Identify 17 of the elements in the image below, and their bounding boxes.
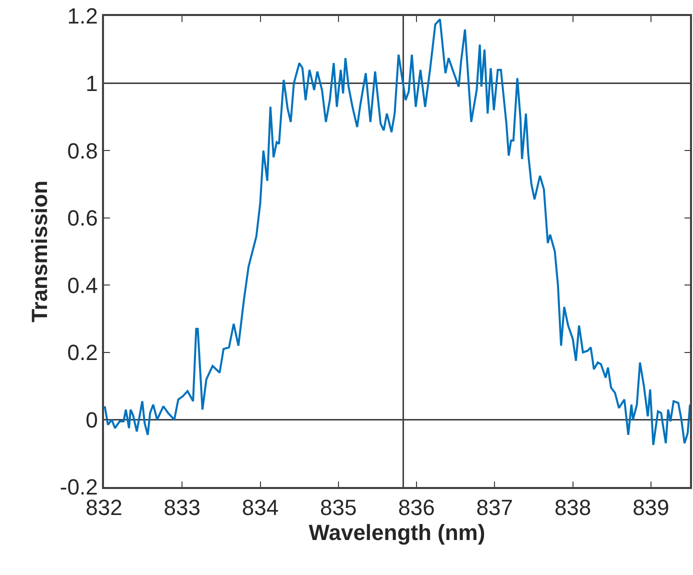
y-tick-label: 0.2 [67, 340, 98, 366]
y-tick-label: 0.6 [67, 206, 98, 231]
x-tick-label: 836 [398, 495, 435, 520]
y-tick-label: 1 [86, 70, 98, 96]
y-tick-label: 0.8 [67, 138, 98, 164]
x-tick-label: 835 [320, 495, 357, 520]
x-tick-label: 833 [164, 495, 200, 520]
y-tick-label: 0.4 [67, 272, 98, 298]
line-series [104, 18, 690, 446]
x-tick-label: 838 [554, 495, 592, 520]
y-tick-label: 0 [86, 407, 98, 432]
x-tick-label: 839 [632, 495, 670, 520]
y-tick-label: 1.2 [67, 4, 98, 29]
x-tick-label: 837 [476, 495, 514, 520]
x-axis-title: Wavelength (nm) [308, 520, 486, 546]
x-tick-label: 834 [242, 495, 279, 520]
y-axis-title: Transmission [27, 180, 52, 322]
